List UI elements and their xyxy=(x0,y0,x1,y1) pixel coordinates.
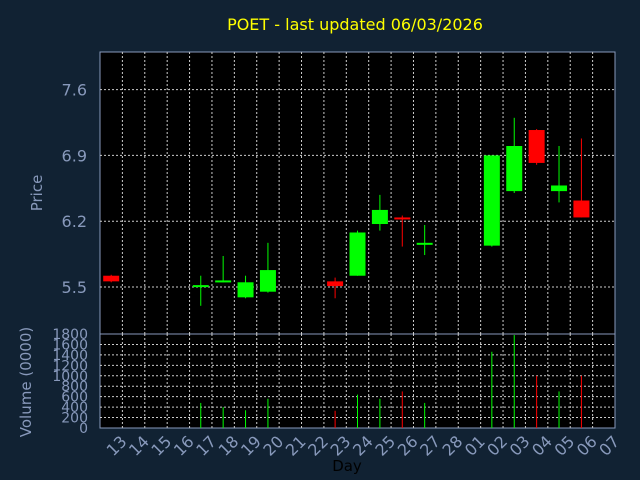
chart-title: POET - last updated 06/03/2026 xyxy=(227,15,483,34)
price-tick-label: 6.9 xyxy=(62,146,87,165)
candle-body xyxy=(573,200,590,218)
volume-tick-label: 0 xyxy=(79,421,88,437)
candles xyxy=(103,117,590,306)
candle-body xyxy=(394,217,411,220)
volume-bars xyxy=(200,335,582,428)
volume-tick-label: 1200 xyxy=(52,358,88,374)
x-axis-label: Day xyxy=(332,457,362,475)
candle-body xyxy=(327,281,344,287)
volume-tick-label: 1600 xyxy=(52,337,88,353)
candle-body xyxy=(483,155,500,246)
price-tick-label: 7.6 xyxy=(62,81,87,100)
price-axis-label: Price xyxy=(28,175,46,212)
price-panel xyxy=(99,51,616,335)
volume-tick-label: 200 xyxy=(61,411,88,427)
candle-body xyxy=(215,280,232,283)
price-tick-label: 6.2 xyxy=(62,212,87,231)
candle-body xyxy=(506,146,523,192)
candle-body xyxy=(259,270,276,292)
volume-tick-label: 800 xyxy=(61,379,88,395)
candle-body xyxy=(237,282,254,298)
volume-tick-label: 600 xyxy=(61,390,88,406)
volume-axis-label: Volume (0000) xyxy=(17,327,35,437)
volume-tick-label: 1400 xyxy=(52,348,88,364)
volume-tick-label: 1800 xyxy=(52,327,88,343)
volume-tick-label: 400 xyxy=(61,400,88,416)
candle-body xyxy=(551,185,568,192)
volume-tick-label: 1000 xyxy=(52,369,88,385)
candle-body xyxy=(371,209,388,225)
candle-body xyxy=(416,242,433,245)
candle-body xyxy=(103,275,120,282)
candle-body xyxy=(192,285,209,288)
candle-body xyxy=(528,130,545,163)
candle-body xyxy=(349,232,366,276)
price-tick-label: 5.5 xyxy=(62,278,87,297)
